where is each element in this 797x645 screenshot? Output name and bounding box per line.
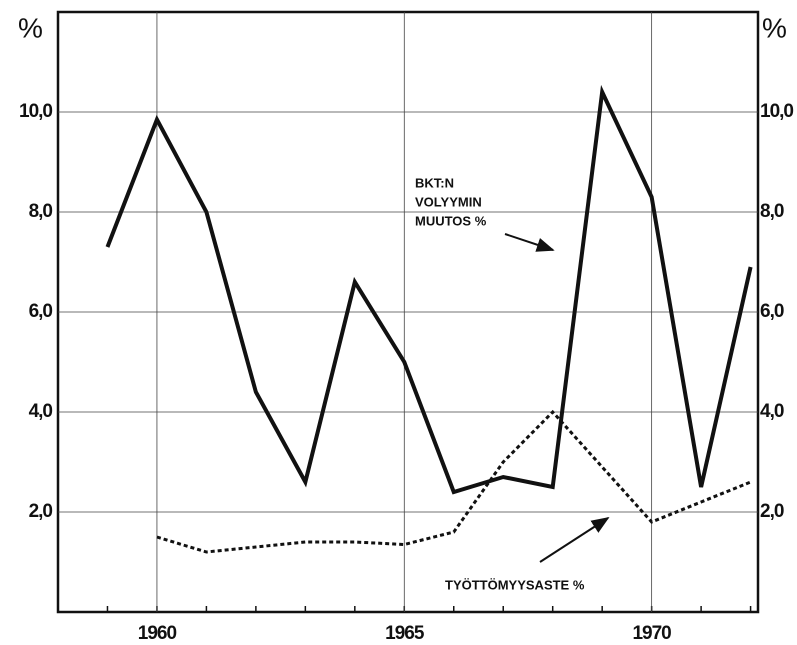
annotation: BKT:N: [415, 175, 454, 190]
data-line: [156, 409, 752, 554]
y-tick-label: 2,0: [29, 501, 53, 522]
y-tick-label: 10,0: [19, 101, 52, 122]
data-line: [105, 84, 753, 495]
annotation: VOLYYMIN: [415, 194, 482, 209]
y-tick-label: 8,0: [29, 201, 53, 222]
y-tick-label: 6,0: [29, 301, 53, 322]
annotation: MUUTOS %: [415, 213, 487, 228]
annotation-arrow: [539, 517, 610, 563]
x-tick-label: 1960: [138, 623, 177, 644]
x-tick-label: 1965: [385, 623, 425, 644]
annotation-arrow: [504, 233, 555, 252]
x-tick-label: 1970: [632, 623, 671, 644]
y2-tick-label: 2,0: [760, 501, 784, 522]
y-tick-label: 4,0: [29, 401, 53, 422]
y-axis-label: %: [18, 12, 43, 43]
y2-tick-label: 4,0: [760, 401, 784, 422]
y2-tick-label: 6,0: [760, 301, 784, 322]
y2-tick-label: 10,0: [760, 101, 793, 122]
annotation: TYÖTTÖMYYSASTE %: [445, 577, 585, 592]
y2-tick-label: 8,0: [760, 201, 784, 222]
y2-axis-label: %: [762, 12, 787, 43]
